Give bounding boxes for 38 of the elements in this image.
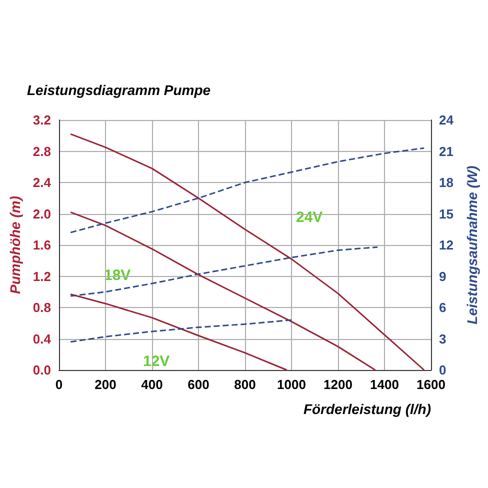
x-axis-title: Förderleistung (l/h) bbox=[303, 401, 432, 417]
y2-tick-label: 6 bbox=[439, 300, 446, 315]
y-tick-label: 2.0 bbox=[32, 206, 51, 222]
y2-tick-label: 18 bbox=[439, 175, 454, 190]
y2-tick-label: 24 bbox=[439, 112, 454, 128]
y-tick-label: 0.0 bbox=[32, 362, 51, 378]
x-tick-label: 0 bbox=[55, 377, 63, 392]
line-series bbox=[70, 319, 292, 343]
y2-tick-label: 21 bbox=[439, 144, 454, 159]
x-tick-label: 600 bbox=[188, 377, 210, 392]
y2-axis-title: Leistungsaufnahme (W) bbox=[464, 165, 480, 324]
line-series bbox=[70, 293, 288, 371]
y2-tick-label: 9 bbox=[439, 268, 446, 284]
y-tick-label: 1.6 bbox=[32, 238, 51, 252]
y-tick-label: 1.2 bbox=[32, 268, 51, 284]
line-series bbox=[70, 133, 425, 371]
y-tick-label: 2.4 bbox=[32, 175, 52, 190]
line-series bbox=[70, 211, 376, 371]
line-series bbox=[70, 147, 425, 234]
y2-tick-label: 12 bbox=[439, 238, 454, 252]
x-tick-label: 1200 bbox=[324, 377, 352, 392]
y-tick-label: 0.4 bbox=[32, 331, 52, 346]
x-tick-label: 1000 bbox=[277, 377, 306, 392]
y2-tick-label: 15 bbox=[439, 206, 454, 222]
annotation: 12V bbox=[143, 353, 170, 370]
chart-title: Leistungsdiagramm Pumpe bbox=[27, 82, 211, 98]
x-tick-label: 1400 bbox=[370, 377, 399, 392]
y-tick-label: 0.8 bbox=[32, 300, 51, 315]
y-tick-label: 3.2 bbox=[32, 112, 51, 128]
y-axis-title: Pumphöhe (m) bbox=[7, 196, 23, 294]
y2-tick-label: 3 bbox=[439, 331, 446, 346]
line-series bbox=[70, 246, 378, 297]
x-tick-label: 200 bbox=[94, 377, 116, 392]
y-tick-label: 2.8 bbox=[32, 144, 51, 159]
x-tick-label: 800 bbox=[234, 377, 256, 392]
x-tick-label: 400 bbox=[141, 377, 163, 392]
y2-tick-label: 0 bbox=[439, 362, 446, 378]
x-tick-label: 1600 bbox=[416, 377, 446, 392]
